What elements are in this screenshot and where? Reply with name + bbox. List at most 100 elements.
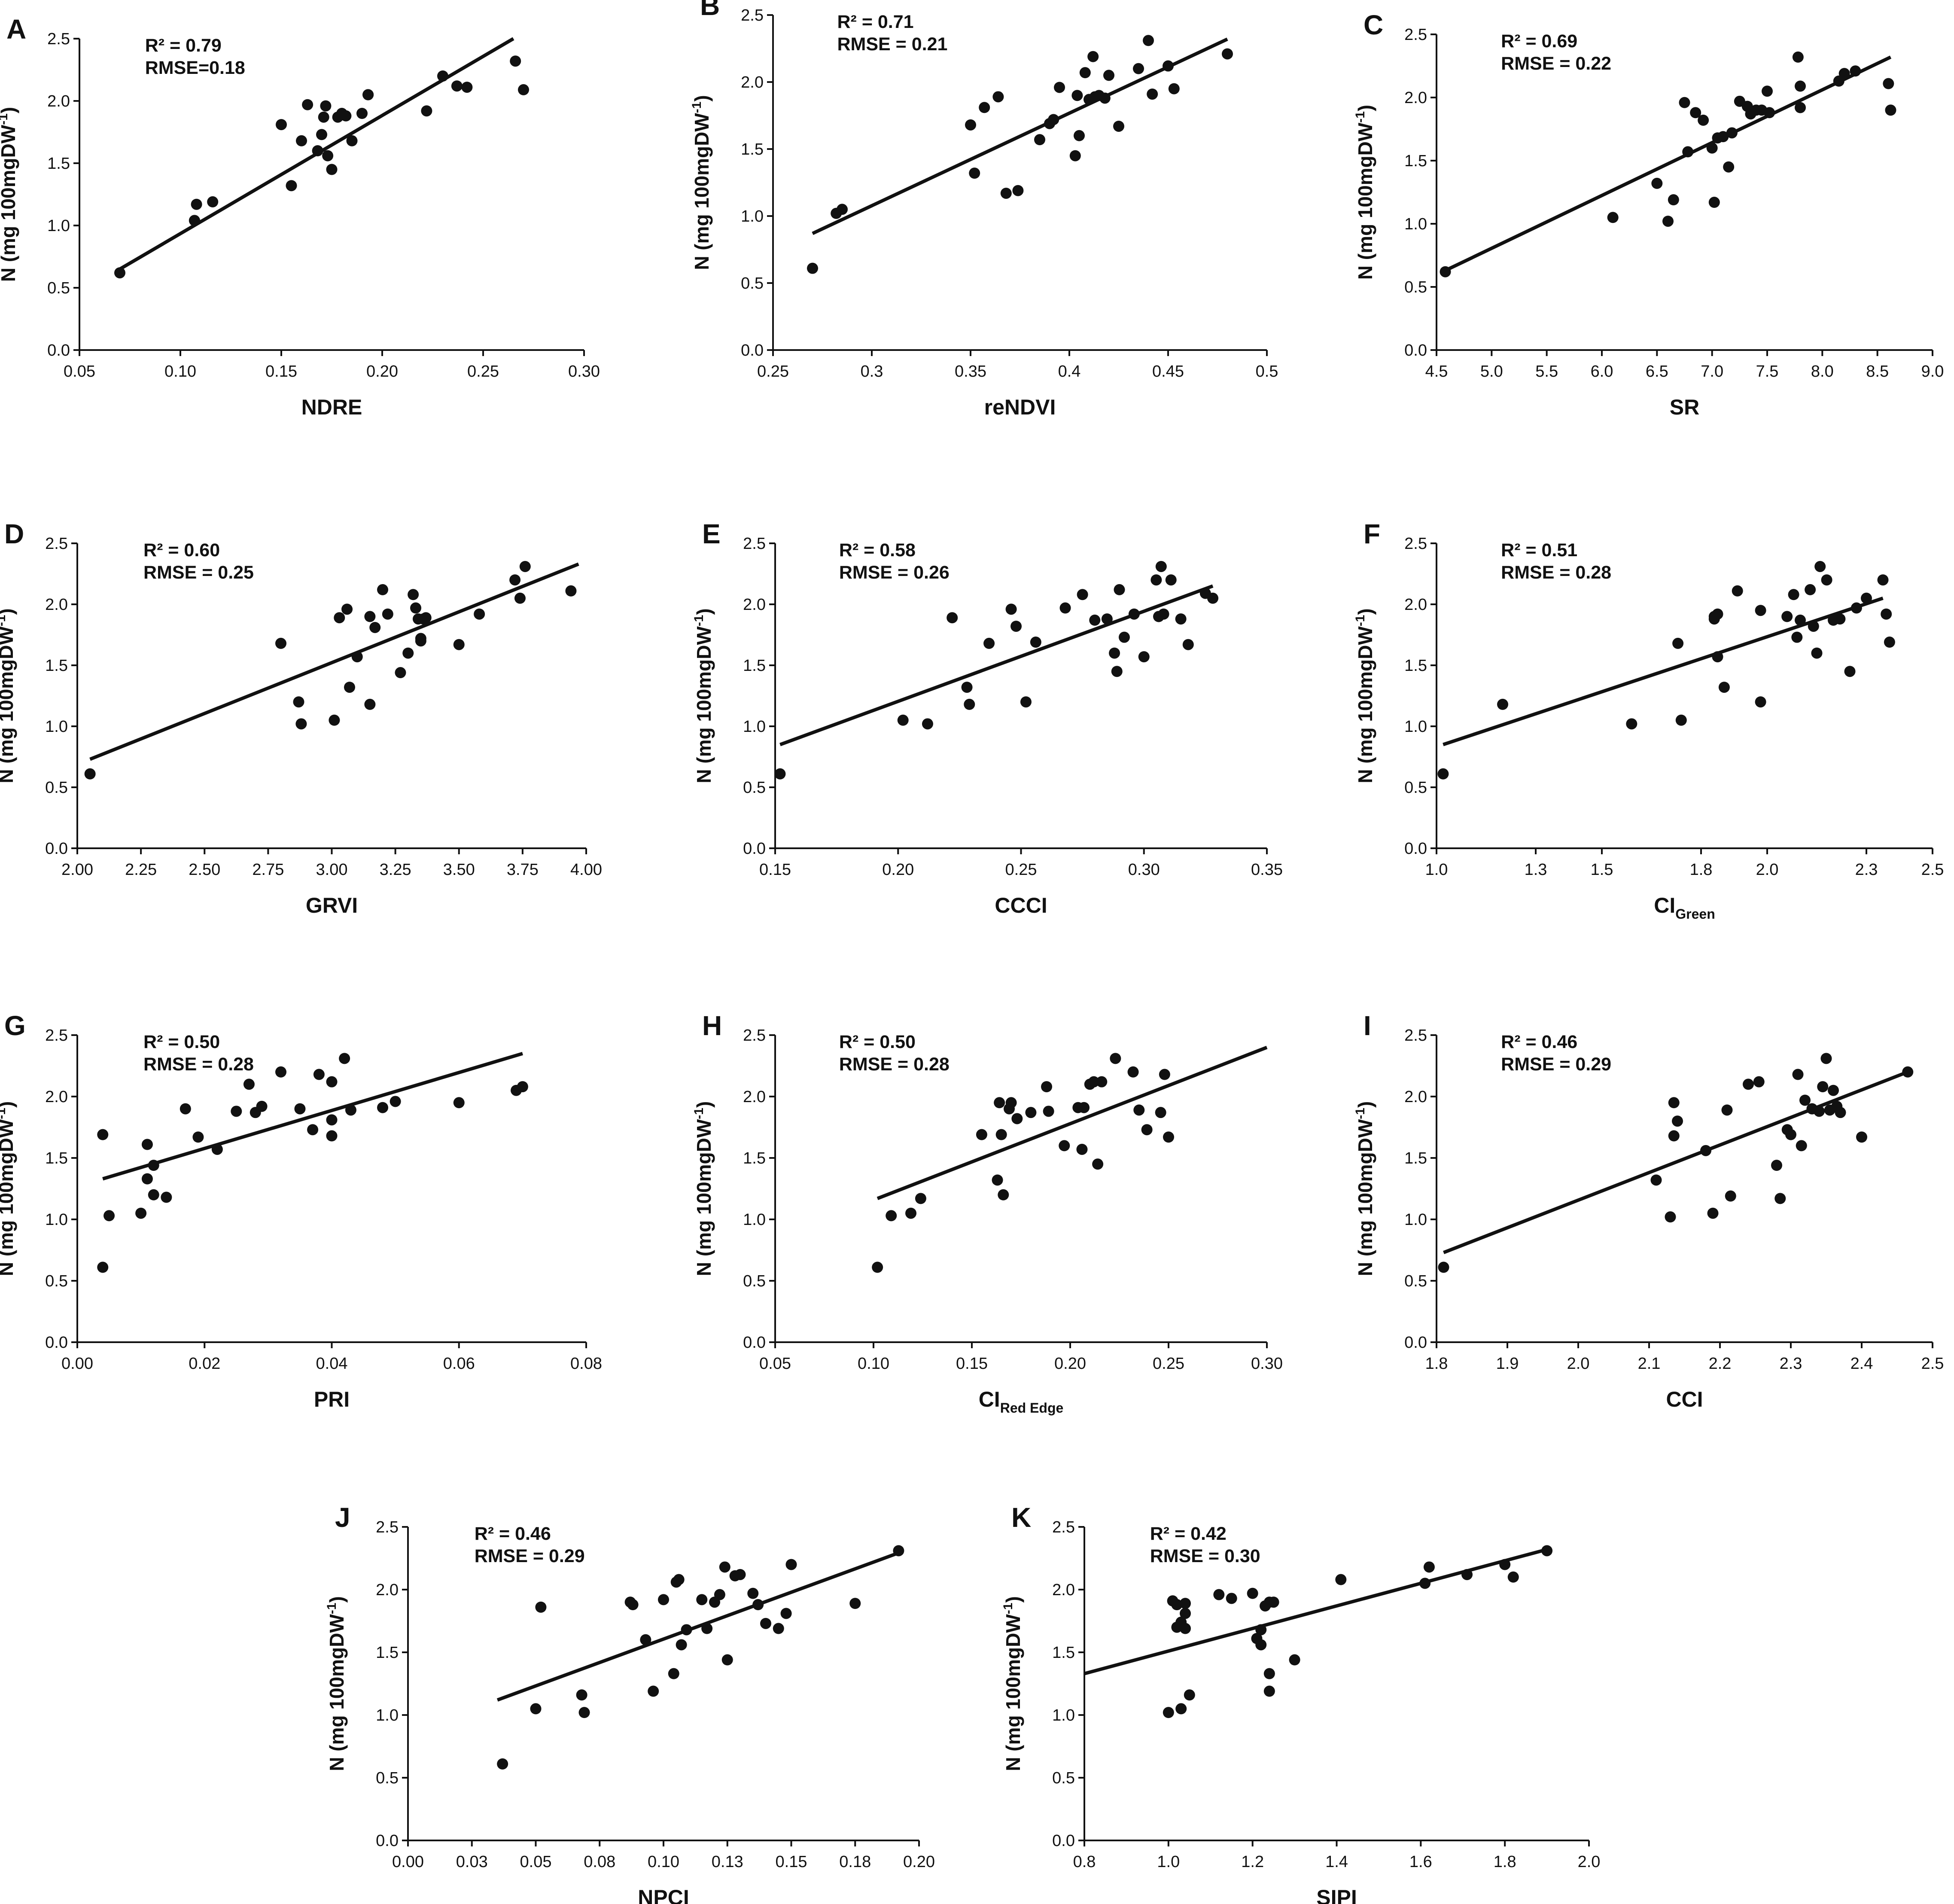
data-point <box>1440 266 1451 277</box>
y-tick-label: 1.0 <box>1404 215 1427 233</box>
x-tick-label: 0.20 <box>366 363 398 381</box>
data-point <box>849 1598 861 1609</box>
panel-h: 0.0 0.5 1.0 1.5 2.0 2.5 0.05 0.10 0.15 0.20 0.25 0.… <box>692 1010 1283 1416</box>
data-point <box>1817 1081 1829 1093</box>
data-point <box>1883 78 1894 89</box>
y-axis-label: N (mg 100mgDW-1) <box>692 608 715 783</box>
y-tick-label: 0.0 <box>45 840 68 858</box>
data-point <box>1180 1598 1191 1609</box>
rmse-label: RMSE = 0.25 <box>143 562 254 583</box>
y-axis-label-close: ) <box>691 95 713 101</box>
x-tick-label: 0.10 <box>164 363 196 381</box>
x-tick-label: 2.3 <box>1855 861 1878 879</box>
panel-a: 0.0 0.5 1.0 1.5 2.0 2.5 0.05 0.10 0.15 0.20 0.25 0.… <box>0 14 600 419</box>
regression-line <box>496 1550 902 1702</box>
data-point <box>709 1596 720 1608</box>
r-squared-label: R² = 0.46 <box>475 1523 551 1544</box>
data-point <box>1147 88 1158 100</box>
y-axis-label-superscript: -1 <box>692 1108 706 1119</box>
data-point <box>668 1668 679 1679</box>
x-tick-label: 0.06 <box>443 1355 475 1373</box>
y-axis-label-close: ) <box>693 608 715 615</box>
data-point <box>453 639 465 650</box>
x-tick-label: 0.00 <box>61 1355 93 1373</box>
x-tick-label: 1.6 <box>1409 1853 1432 1871</box>
data-point <box>417 613 429 625</box>
x-tick-label: 0.25 <box>1153 1355 1184 1373</box>
x-tick-label: 0.05 <box>64 363 95 381</box>
x-tick-label: 0.05 <box>520 1853 552 1871</box>
data-point <box>1499 1559 1511 1570</box>
data-point <box>1712 608 1723 620</box>
data-point <box>1679 97 1690 108</box>
data-point <box>530 1703 542 1715</box>
regression-line <box>1444 55 1892 272</box>
x-tick-label: 2.5 <box>1921 1355 1944 1373</box>
data-point <box>1850 65 1861 77</box>
x-tick-label: 3.75 <box>507 861 539 879</box>
x-tick-label: 6.5 <box>1646 363 1668 381</box>
data-point <box>1071 90 1083 101</box>
panel-letter: D <box>4 518 24 549</box>
data-point <box>1792 51 1804 63</box>
data-point <box>1682 146 1694 158</box>
y-axis-label-close: ) <box>326 1596 348 1602</box>
panel-d: 0.0 0.5 1.0 1.5 2.0 2.5 2.00 2.25 2.50 2.75 3.00 3.… <box>0 518 602 917</box>
data-point <box>1726 127 1738 139</box>
data-point <box>293 696 304 708</box>
data-point <box>648 1685 659 1697</box>
panel-b: 0.0 0.5 1.0 1.5 2.0 2.5 0.25 0.3 0.35 0.4 0.45 0.5 r… <box>690 0 1278 419</box>
data-point <box>1785 1129 1796 1140</box>
panel-letter: E <box>702 518 721 549</box>
data-point <box>437 70 448 82</box>
y-axis-label-main: N (mg 100mgDW <box>0 125 19 282</box>
rmse-label: RMSE = 0.28 <box>143 1054 254 1075</box>
y-tick-label: 1.5 <box>376 1644 399 1662</box>
data-point <box>1111 666 1123 677</box>
x-tick-label: 0.10 <box>648 1853 679 1871</box>
data-point <box>1141 1124 1153 1136</box>
data-point <box>514 592 526 604</box>
r-squared-label: R² = 0.50 <box>143 1032 220 1052</box>
y-axis-label-superscript: -1 <box>1353 615 1367 627</box>
data-point <box>497 1758 508 1770</box>
y-tick-label: 1.0 <box>743 1211 766 1229</box>
x-tick-label: 1.9 <box>1496 1355 1519 1373</box>
data-point <box>1796 1140 1807 1152</box>
data-point <box>421 105 432 117</box>
panel-letter: A <box>6 14 26 45</box>
data-point <box>318 111 329 123</box>
x-tick-label: 3.25 <box>380 861 411 879</box>
panel-letter: K <box>1011 1502 1031 1533</box>
data-point <box>1079 67 1091 79</box>
data-point <box>734 1569 746 1580</box>
data-point <box>1881 608 1892 620</box>
x-tick-label: 0.20 <box>882 861 914 879</box>
data-point <box>1089 614 1101 626</box>
data-point <box>362 89 374 101</box>
data-point <box>97 1129 109 1140</box>
data-point <box>1795 102 1806 113</box>
data-point <box>681 1624 692 1636</box>
data-point <box>535 1601 547 1613</box>
data-point <box>969 168 980 179</box>
data-point <box>1011 1113 1023 1124</box>
x-axis-label-main: CCCI <box>995 893 1047 917</box>
data-point <box>1133 63 1144 74</box>
x-tick-label: 5.5 <box>1535 363 1558 381</box>
data-point <box>356 108 368 119</box>
data-point <box>1076 1143 1088 1155</box>
y-axis-label-superscript: -1 <box>692 615 706 627</box>
x-tick-label: 1.8 <box>1690 861 1713 879</box>
rmse-label: RMSE = 0.22 <box>1501 53 1611 74</box>
data-point <box>275 1066 286 1078</box>
data-point <box>1838 68 1850 79</box>
x-tick-label: 4.00 <box>570 861 602 879</box>
x-axis-label: NPCI <box>638 1886 689 1904</box>
data-point <box>1788 589 1799 600</box>
y-tick-label: 0.0 <box>1052 1832 1075 1850</box>
y-axis-label: N (mg 100mgDW-1) <box>325 1596 348 1771</box>
data-point <box>1182 639 1194 650</box>
data-point <box>760 1618 771 1629</box>
